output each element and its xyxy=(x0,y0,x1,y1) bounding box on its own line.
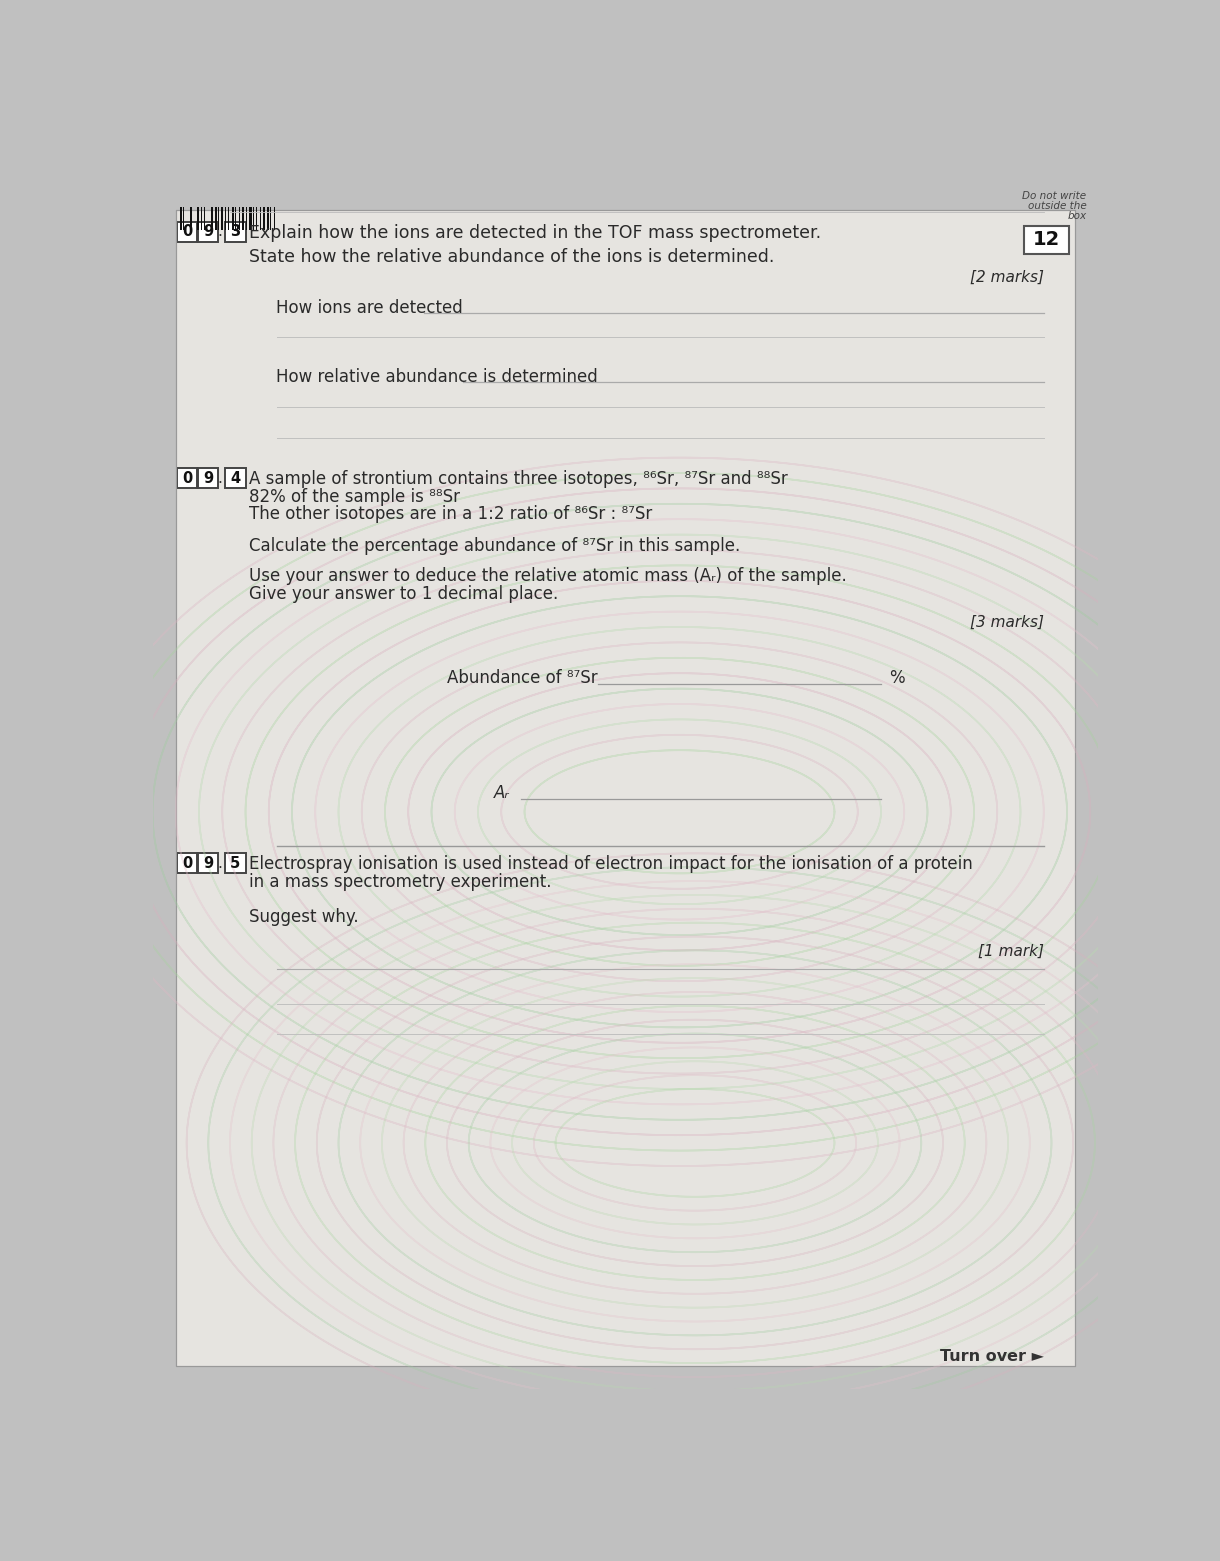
Text: How ions are detected: How ions are detected xyxy=(277,300,464,317)
Text: 9: 9 xyxy=(204,855,213,871)
Bar xyxy=(273,206,276,229)
Bar xyxy=(249,206,251,229)
Text: Electrospray ionisation is used instead of electron impact for the ionisation of: Electrospray ionisation is used instead … xyxy=(249,855,974,873)
Bar xyxy=(226,468,245,489)
Bar xyxy=(226,854,245,874)
Text: 5: 5 xyxy=(231,855,240,871)
Text: 0: 0 xyxy=(182,225,193,239)
Text: 12: 12 xyxy=(1033,229,1060,250)
Text: How relative abundance is determined: How relative abundance is determined xyxy=(277,368,598,386)
Text: The other isotopes are in a 1:2 ratio of ⁸⁶Sr : ⁸⁷Sr: The other isotopes are in a 1:2 ratio of… xyxy=(249,506,653,523)
Bar xyxy=(198,468,218,489)
Text: Explain how the ions are detected in the TOF mass spectrometer.: Explain how the ions are detected in the… xyxy=(249,223,821,242)
Text: Calculate the percentage abundance of ⁸⁷Sr in this sample.: Calculate the percentage abundance of ⁸⁷… xyxy=(249,537,741,556)
Bar xyxy=(243,206,244,229)
Text: Use your answer to deduce the relative atomic mass (Aᵣ) of the sample.: Use your answer to deduce the relative a… xyxy=(249,567,847,585)
Text: State how the relative abundance of the ions is determined.: State how the relative abundance of the … xyxy=(249,248,775,265)
Bar xyxy=(253,206,255,229)
Bar xyxy=(198,222,218,242)
Bar xyxy=(190,206,192,229)
Text: .: . xyxy=(217,225,222,239)
Bar xyxy=(198,854,218,874)
Text: Aᵣ: Aᵣ xyxy=(494,784,509,802)
Text: 82% of the sample is ⁸⁸Sr: 82% of the sample is ⁸⁸Sr xyxy=(249,487,460,506)
Text: A sample of strontium contains three isotopes, ⁸⁶Sr, ⁸⁷Sr and ⁸⁸Sr: A sample of strontium contains three iso… xyxy=(249,470,788,489)
Bar xyxy=(211,206,212,229)
Text: 0: 0 xyxy=(182,855,193,871)
Text: .: . xyxy=(217,855,222,871)
Text: Turn over ►: Turn over ► xyxy=(939,1349,1044,1364)
Text: 4: 4 xyxy=(231,471,240,485)
Text: Do not write: Do not write xyxy=(1022,190,1086,201)
Bar xyxy=(198,206,199,229)
Bar xyxy=(200,206,203,229)
Text: 0: 0 xyxy=(182,471,193,485)
Text: 3: 3 xyxy=(231,225,240,239)
Text: in a mass spectrometry experiment.: in a mass spectrometry experiment. xyxy=(249,873,551,891)
Bar xyxy=(177,468,198,489)
Text: 9: 9 xyxy=(204,471,213,485)
Bar xyxy=(1025,226,1069,253)
Bar xyxy=(177,222,198,242)
Bar xyxy=(264,206,265,229)
Bar xyxy=(232,206,234,229)
Text: outside the: outside the xyxy=(1027,201,1086,211)
Bar xyxy=(222,206,223,229)
Bar xyxy=(215,206,217,229)
Bar xyxy=(267,206,270,229)
Bar xyxy=(177,854,198,874)
Text: .: . xyxy=(217,471,222,485)
Text: box: box xyxy=(1068,211,1086,222)
Text: Abundance of ⁸⁷Sr: Abundance of ⁸⁷Sr xyxy=(447,668,598,687)
Text: Give your answer to 1 decimal place.: Give your answer to 1 decimal place. xyxy=(249,585,559,603)
Bar xyxy=(179,206,182,229)
Text: %: % xyxy=(888,668,904,687)
Bar xyxy=(226,222,245,242)
Text: 9: 9 xyxy=(204,225,213,239)
Text: [2 marks]: [2 marks] xyxy=(970,270,1044,284)
Text: [1 mark]: [1 mark] xyxy=(977,943,1044,958)
Text: [3 marks]: [3 marks] xyxy=(970,615,1044,631)
Text: Suggest why.: Suggest why. xyxy=(249,909,359,926)
